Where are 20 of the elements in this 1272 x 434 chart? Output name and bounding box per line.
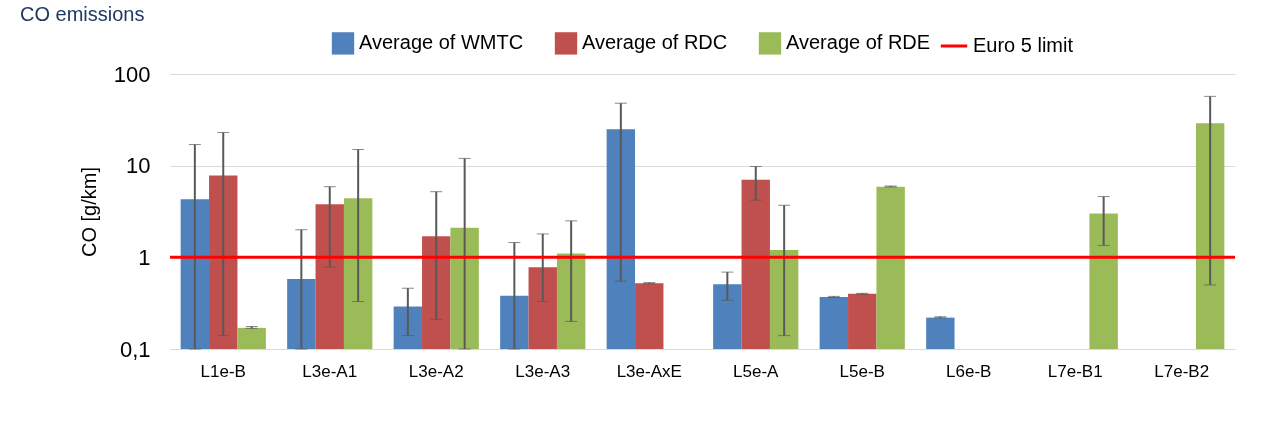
- x-tick-label: L3e-AxE: [616, 361, 682, 381]
- legend-label: Euro 5 limit: [973, 34, 1074, 56]
- x-tick-label: L5e-A: [733, 361, 780, 381]
- x-tick-label: L6e-B: [946, 361, 992, 381]
- x-tick-label: L5e-B: [839, 361, 885, 381]
- y-tick-label: 10: [126, 153, 151, 179]
- legend-label: Average of RDC: [582, 31, 728, 54]
- x-tick-label: L3e-A3: [515, 361, 571, 381]
- chart-title: CO emissions: [20, 3, 145, 25]
- y-axis-title: CO [g/km]: [77, 166, 100, 258]
- x-tick-label: L1e-B: [200, 361, 246, 381]
- y-tick-label: 100: [113, 61, 151, 87]
- x-tick-label: L3e-A2: [408, 361, 464, 381]
- x-tick-label: L7e-B2: [1154, 361, 1210, 381]
- x-tick-label: L7e-B1: [1047, 361, 1103, 381]
- x-tick-label: L3e-A1: [302, 361, 358, 381]
- y-tick-label: 0,1: [119, 336, 151, 362]
- y-tick-label: 1: [138, 244, 151, 270]
- legend-label: Average of WMTC: [359, 31, 524, 54]
- legend-label: Average of RDE: [786, 31, 931, 54]
